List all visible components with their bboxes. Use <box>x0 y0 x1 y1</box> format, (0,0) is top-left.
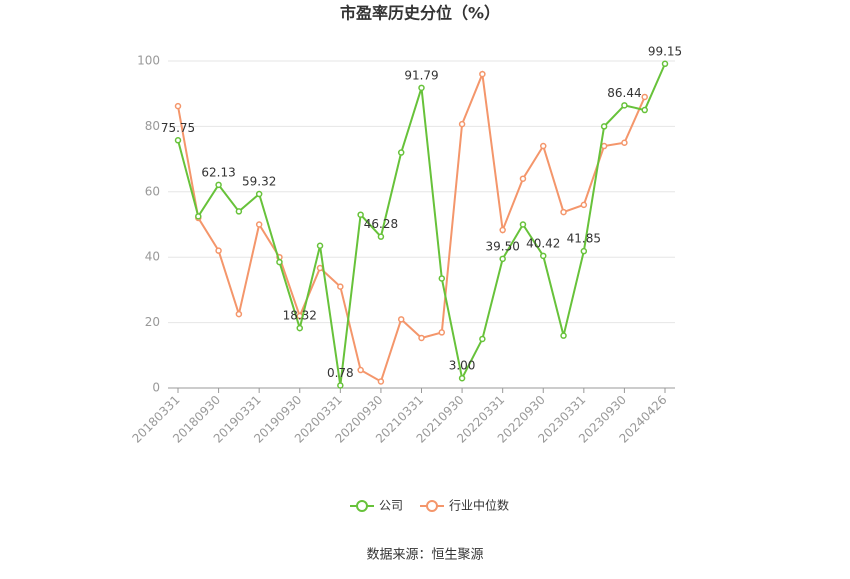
legend-marker <box>426 500 438 512</box>
data-label: 0.78 <box>327 366 354 380</box>
point <box>600 142 608 150</box>
point <box>215 181 222 189</box>
point <box>458 374 466 382</box>
point <box>235 310 243 318</box>
data-label: 46.28 <box>364 217 398 231</box>
y-tick-label: 0 <box>152 381 160 395</box>
point <box>397 149 405 156</box>
point <box>276 258 283 266</box>
point <box>418 334 425 342</box>
point <box>499 255 506 263</box>
data-label: 18.32 <box>283 309 317 323</box>
point <box>580 201 588 209</box>
point <box>255 190 263 198</box>
point <box>195 213 202 220</box>
point <box>357 211 364 218</box>
point <box>174 137 182 144</box>
point <box>337 283 344 290</box>
legend-label: 行业中位数 <box>449 498 509 513</box>
data-label: 91.79 <box>404 68 438 82</box>
point <box>499 226 506 234</box>
point <box>337 382 344 389</box>
point <box>377 378 385 385</box>
point <box>296 324 303 332</box>
point <box>316 242 324 250</box>
y-tick-label: 100 <box>137 54 160 68</box>
data-label: 75.75 <box>161 121 195 135</box>
point <box>580 247 588 255</box>
point <box>316 264 324 272</box>
data-label: 59.32 <box>242 175 276 189</box>
point <box>560 208 567 216</box>
data-label: 99.15 <box>648 44 682 58</box>
data-label: 41.85 <box>567 232 601 246</box>
point <box>174 102 182 110</box>
point <box>458 120 466 128</box>
chart-title: 市盈率历史分位（%） <box>340 4 500 23</box>
point <box>540 142 547 150</box>
point <box>397 316 405 323</box>
legend-label: 公司 <box>379 499 403 513</box>
point <box>438 275 446 282</box>
y-tick-label: 20 <box>145 315 160 329</box>
data-label: 39.50 <box>485 239 519 253</box>
data-label: 3.00 <box>449 359 476 373</box>
data-label: 86.44 <box>607 86 641 100</box>
source: 数据来源：恒生聚源 <box>366 548 483 563</box>
y-tick-label: 60 <box>145 184 160 198</box>
data-label: 40.42 <box>526 236 560 250</box>
data-label: 62.13 <box>201 165 235 179</box>
point <box>519 221 527 228</box>
point <box>215 247 222 254</box>
legend-marker <box>356 500 368 512</box>
point <box>661 60 669 68</box>
point <box>519 175 527 182</box>
point <box>641 93 648 101</box>
point <box>357 366 364 374</box>
point <box>621 102 628 109</box>
point <box>418 84 425 92</box>
point <box>438 329 446 336</box>
point <box>235 208 243 215</box>
point <box>621 139 628 146</box>
point <box>560 332 567 339</box>
point <box>600 123 608 130</box>
y-tick-label: 40 <box>145 250 160 264</box>
point <box>479 335 486 343</box>
point <box>479 70 486 78</box>
y-tick-label: 80 <box>145 119 160 133</box>
point <box>540 252 547 260</box>
point <box>255 221 263 228</box>
point <box>377 233 385 240</box>
point <box>641 106 648 114</box>
series-line <box>177 70 646 383</box>
